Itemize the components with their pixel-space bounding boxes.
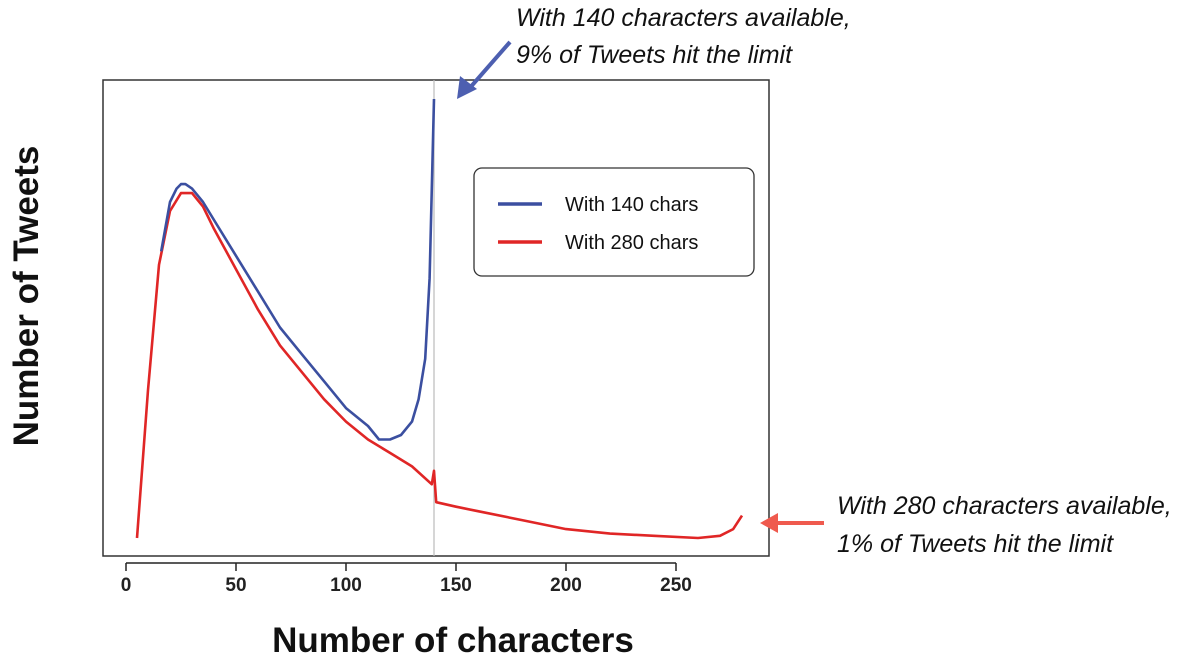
x-axis-title: Number of characters	[272, 621, 634, 660]
annotation-arrow-280	[760, 513, 824, 533]
annotation-280-line2: 1% of Tweets hit the limit	[837, 530, 1114, 558]
x-tick-label-50: 50	[225, 575, 246, 596]
series-line-140	[159, 98, 436, 441]
plot-frame	[102, 79, 770, 557]
x-tick-label-0: 0	[121, 575, 132, 596]
x-axis-ticks: 0 50 100 150 200 250	[121, 563, 692, 596]
series-layer	[135, 98, 744, 540]
x-tick-label-100: 100	[330, 575, 362, 596]
x-tick-label-150: 150	[440, 575, 472, 596]
annotation-140-line2: 9% of Tweets hit the limit	[516, 41, 793, 69]
annotation-140-line1: With 140 characters available,	[516, 4, 851, 32]
y-axis-title: Number of Tweets	[7, 146, 46, 447]
x-tick-label-200: 200	[550, 575, 582, 596]
legend-label-280: With 280 chars	[565, 232, 698, 254]
annotation-280-line1: With 280 characters available,	[837, 492, 1172, 520]
x-tick-label-250: 250	[660, 575, 692, 596]
legend-box	[473, 167, 755, 277]
annotation-arrow-140	[457, 40, 512, 99]
legend-label-140: With 140 chars	[565, 194, 698, 216]
series-line-280	[135, 191, 744, 540]
